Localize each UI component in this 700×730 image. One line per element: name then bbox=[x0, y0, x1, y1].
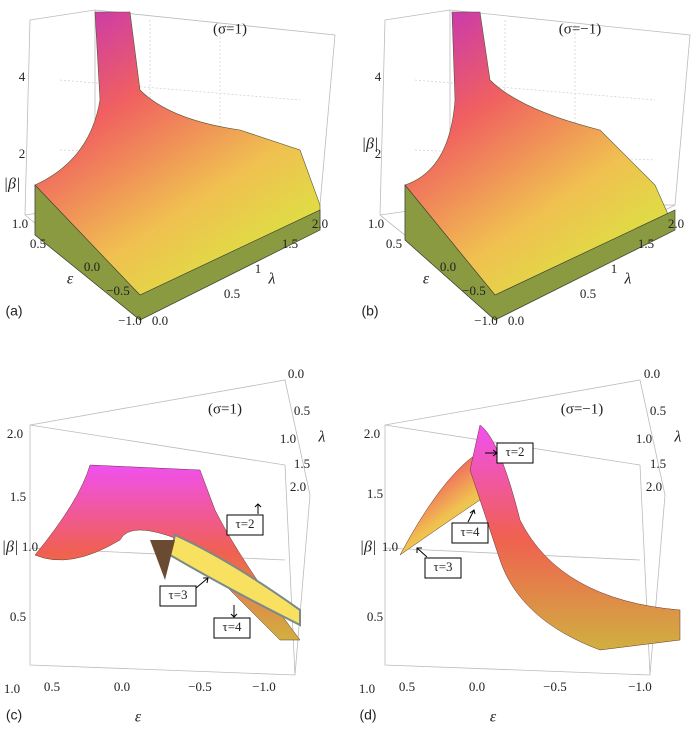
annotation: (σ=1) bbox=[213, 21, 247, 37]
y-label: λ bbox=[674, 429, 682, 446]
y-tick: 1.0 bbox=[636, 431, 652, 446]
y-tick: 0.0 bbox=[508, 313, 524, 328]
surface-shadow bbox=[150, 540, 175, 580]
x-tick: −1.0 bbox=[118, 313, 142, 328]
x-label: ε bbox=[67, 271, 74, 288]
x-tick: 0.5 bbox=[399, 679, 415, 694]
z-tick: 1.5 bbox=[367, 486, 383, 501]
y-tick: 1.5 bbox=[294, 456, 310, 471]
x-tick: −0.5 bbox=[543, 679, 567, 694]
y-label: λ bbox=[268, 271, 276, 288]
z-tick: 4 bbox=[375, 69, 382, 84]
y-label: λ bbox=[624, 271, 632, 288]
y-tick: 0.5 bbox=[650, 403, 666, 418]
y-tick: 0.5 bbox=[294, 403, 310, 418]
y-tick: 0.5 bbox=[580, 286, 596, 301]
x-tick: −0.5 bbox=[188, 679, 212, 694]
z-tick: 0.5 bbox=[10, 609, 26, 624]
x-tick: 0.0 bbox=[440, 259, 456, 274]
x-tick: 1.0 bbox=[4, 681, 20, 696]
y-tick: 0.0 bbox=[644, 366, 660, 381]
x-tick: 0.0 bbox=[84, 259, 100, 274]
tau-label: τ=3 bbox=[433, 559, 452, 574]
z-tick: 1.5 bbox=[10, 489, 26, 504]
panel-a: (σ=1) 4 2 1.0 |β| 0.5 0.0 −0.5 −1.0 ε 0.… bbox=[4, 9, 336, 328]
panel-b: (σ=−1) 4 2 1.0 |β| 0.5 0.0 −0.5 −1.0 ε 0… bbox=[361, 9, 691, 328]
panel-label: (b) bbox=[361, 303, 378, 319]
panel-label: (a) bbox=[5, 303, 22, 319]
y-tick: 2.0 bbox=[290, 479, 306, 494]
x-tick: −0.5 bbox=[106, 283, 130, 298]
tau-label: τ=3 bbox=[168, 587, 187, 602]
z-tick: 1.0 bbox=[22, 539, 38, 554]
z-label: |β| bbox=[362, 136, 379, 153]
z-tick: 1.0 bbox=[12, 216, 28, 231]
tau-label: τ=4 bbox=[460, 524, 480, 539]
x-label: ε bbox=[135, 709, 142, 726]
panel-c: (σ=1) 2.0 1.5 1.0 0.5 |β| 1.0 0.5 0.0 −0… bbox=[2, 366, 326, 726]
z-label: |β| bbox=[360, 539, 377, 556]
x-tick: −1.0 bbox=[252, 679, 276, 694]
x-tick: 0.5 bbox=[386, 236, 402, 251]
y-tick: 1.5 bbox=[650, 456, 666, 471]
panel-label: (d) bbox=[359, 707, 376, 723]
annotation: (σ=−1) bbox=[559, 21, 602, 37]
z-tick: 2 bbox=[19, 146, 26, 161]
z-tick: 2 bbox=[375, 146, 382, 161]
surface bbox=[34, 11, 321, 321]
z-tick: 0.5 bbox=[367, 609, 383, 624]
y-tick: 1.5 bbox=[282, 236, 298, 251]
y-tick: 2.0 bbox=[312, 216, 328, 231]
z-tick: 2.0 bbox=[364, 426, 380, 441]
x-tick: −1.0 bbox=[474, 313, 498, 328]
x-tick: 0.5 bbox=[44, 679, 60, 694]
x-tick: 0.5 bbox=[30, 236, 46, 251]
x-label: ε bbox=[490, 709, 497, 726]
y-tick: 1 bbox=[611, 261, 618, 276]
x-tick: 0.0 bbox=[469, 679, 485, 694]
x-tick: −1.0 bbox=[628, 679, 652, 694]
y-tick: 2.0 bbox=[646, 479, 662, 494]
annotation: (σ=1) bbox=[208, 401, 242, 417]
surface bbox=[469, 424, 681, 651]
x-tick: −0.5 bbox=[462, 283, 486, 298]
y-tick: 2.0 bbox=[668, 216, 684, 231]
annotation: (σ=−1) bbox=[561, 401, 604, 417]
y-tick: 1.0 bbox=[280, 431, 296, 446]
y-tick: 1.5 bbox=[638, 236, 654, 251]
panel-label: (c) bbox=[6, 707, 22, 723]
y-tick: 1 bbox=[255, 261, 262, 276]
z-tick: 1.0 bbox=[368, 216, 384, 231]
z-label: |β| bbox=[2, 539, 19, 556]
z-label: |β| bbox=[4, 176, 21, 193]
y-label: λ bbox=[318, 429, 326, 446]
surface bbox=[168, 533, 301, 627]
x-label: ε bbox=[423, 271, 430, 288]
surface-base bbox=[404, 184, 676, 321]
tau-label: τ=2 bbox=[235, 516, 254, 531]
z-tick: 4 bbox=[19, 69, 26, 84]
surface bbox=[34, 464, 301, 641]
panel-d: (σ=−1) 2.0 1.5 1.0 0.5 |β| 1.0 0.5 0.0 −… bbox=[359, 366, 682, 726]
y-tick: 0.0 bbox=[152, 313, 168, 328]
z-tick: 2.0 bbox=[7, 426, 23, 441]
surface-base bbox=[34, 184, 321, 321]
y-tick: 0.0 bbox=[288, 366, 304, 381]
x-tick: 1.0 bbox=[359, 681, 375, 696]
y-tick: 0.5 bbox=[224, 286, 240, 301]
tau-label: τ=4 bbox=[222, 619, 242, 634]
x-tick: 0.0 bbox=[114, 679, 130, 694]
z-tick: 1.0 bbox=[382, 539, 398, 554]
tau-label: τ=2 bbox=[505, 444, 524, 459]
